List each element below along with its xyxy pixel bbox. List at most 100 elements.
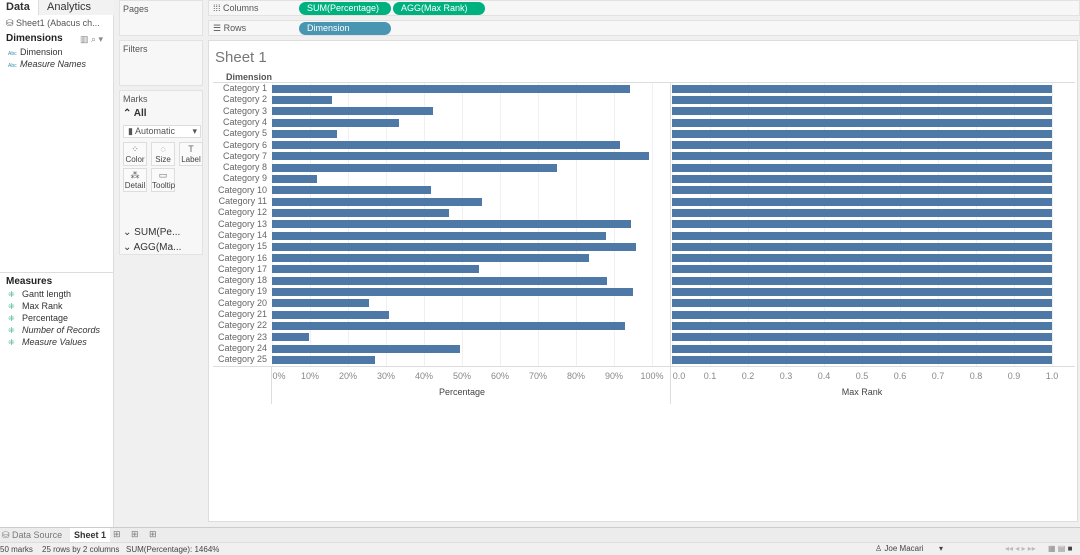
measure-field[interactable]: ⁜ Gantt length: [8, 289, 71, 299]
bar-percentage[interactable]: [272, 242, 637, 251]
bar-max-rank[interactable]: [672, 265, 1052, 274]
axis-tick-label: 20%: [338, 370, 358, 381]
field-label: Max Rank: [22, 301, 63, 311]
measure-field[interactable]: ⁜ Max Rank: [8, 301, 63, 311]
bar-percentage[interactable]: [272, 220, 632, 229]
bar-percentage[interactable]: [272, 344, 461, 353]
mark-type-select[interactable]: ▮ Automatic ▾: [123, 125, 201, 138]
bar-max-rank[interactable]: [672, 310, 1052, 319]
marks-detail-button[interactable]: ⁂ Detail: [123, 168, 147, 192]
dimension-field[interactable]: Abc Measure Names: [8, 59, 86, 69]
pill-sum-percentage[interactable]: SUM(Percentage): [299, 2, 391, 15]
pages-card[interactable]: Pages: [119, 0, 203, 36]
dimensions-heading: Dimensions: [6, 33, 63, 44]
pill-agg-max-rank[interactable]: AGG(Max Rank): [393, 2, 485, 15]
tab-data-source[interactable]: ⛁ Data Source: [2, 530, 63, 540]
bar-max-rank[interactable]: [672, 231, 1052, 240]
bar-percentage[interactable]: [272, 299, 370, 308]
dimensions-tools-icon[interactable]: ▥ ⌕ ▾: [80, 34, 104, 44]
bar-percentage[interactable]: [272, 333, 309, 342]
bar-max-rank[interactable]: [672, 333, 1052, 342]
axis-rule: [213, 365, 1075, 367]
status-marks: 50 marks: [0, 545, 33, 554]
bar-max-rank[interactable]: [672, 118, 1052, 127]
bar-max-rank[interactable]: [672, 152, 1052, 161]
bar-percentage[interactable]: [272, 152, 650, 161]
bar-percentage[interactable]: [272, 265, 480, 274]
datasource-item[interactable]: ⛁ Sheet1 (Abacus ch...: [6, 18, 100, 28]
tab-analytics[interactable]: Analytics: [38, 0, 114, 15]
pill-dimension[interactable]: Dimension: [299, 22, 391, 35]
tab-data[interactable]: Data: [6, 1, 30, 13]
bar-max-rank[interactable]: [672, 197, 1052, 206]
bar-percentage[interactable]: [272, 254, 589, 263]
bar-max-rank[interactable]: [672, 141, 1052, 150]
marks-label-button[interactable]: T Label: [179, 142, 203, 166]
view-toggle-icons[interactable]: ▦ ▤ ■: [1048, 544, 1073, 553]
bar-percentage[interactable]: [272, 141, 621, 150]
bar-percentage[interactable]: [272, 129, 337, 138]
tab-sheet-1[interactable]: Sheet 1: [70, 528, 111, 542]
bar-max-rank[interactable]: [672, 254, 1052, 263]
bar-max-rank[interactable]: [672, 276, 1052, 285]
user-menu[interactable]: ♙ Joe Macari ▾: [875, 544, 943, 553]
bar-max-rank[interactable]: [672, 175, 1052, 183]
bar-max-rank[interactable]: [672, 163, 1052, 172]
new-story-icon[interactable]: ⊞: [149, 529, 157, 539]
marks-all[interactable]: ⌃ All: [123, 108, 147, 119]
bar-percentage[interactable]: [272, 310, 389, 319]
bar-percentage[interactable]: [272, 175, 317, 183]
bar-max-rank[interactable]: [672, 107, 1052, 116]
columns-shelf[interactable]: ⁞⁞⁞ Columns SUM(Percentage) AGG(Max Rank…: [208, 0, 1080, 16]
dimension-field[interactable]: Abc Dimension: [8, 47, 63, 57]
bar-percentage[interactable]: [272, 163, 558, 172]
marks-agg-max-rank[interactable]: ⌄ AGG(Ma...: [123, 242, 182, 253]
bar-percentage[interactable]: [272, 321, 626, 330]
bar-percentage[interactable]: [272, 208, 449, 217]
bar-max-rank[interactable]: [672, 242, 1052, 251]
marks-tooltip-button[interactable]: ▭ Tooltip: [151, 168, 175, 192]
axis-tick-label: 0.3: [779, 370, 793, 381]
measure-icon: ⁜: [8, 302, 15, 311]
bar-percentage[interactable]: [272, 107, 433, 116]
axis-title: Percentage: [438, 386, 486, 397]
bar-percentage[interactable]: [272, 276, 608, 285]
bar-max-rank[interactable]: [672, 288, 1052, 296]
bar-max-rank[interactable]: [672, 186, 1052, 195]
bar-percentage[interactable]: [272, 118, 399, 127]
marks-color-button[interactable]: ⁘ Color: [123, 142, 147, 166]
bar-max-rank[interactable]: [672, 299, 1052, 308]
page-nav-icons[interactable]: ◂◂ ◂ ▸ ▸▸: [1005, 544, 1036, 553]
axis-tick-label: 80%: [566, 370, 586, 381]
marks-sum-percentage[interactable]: ⌄ SUM(Pe...: [123, 227, 181, 238]
axis-tick-label: 1.0: [1045, 370, 1059, 381]
bar-percentage[interactable]: [272, 197, 483, 206]
measure-icon: ⁜: [8, 326, 15, 335]
bar-percentage[interactable]: [272, 355, 376, 364]
bar-max-rank[interactable]: [672, 129, 1052, 138]
marks-size-button[interactable]: ◌ Size: [151, 142, 175, 166]
bar-max-rank[interactable]: [672, 344, 1052, 353]
detail-label: Detail: [124, 181, 146, 190]
measure-field[interactable]: ⁜ Number of Records: [8, 325, 100, 335]
bar-percentage[interactable]: [272, 288, 634, 296]
header-rule: [213, 82, 1075, 83]
sheet-title: Sheet 1: [215, 49, 267, 66]
new-dashboard-icon[interactable]: ⊞: [131, 529, 139, 539]
bar-percentage[interactable]: [272, 231, 607, 240]
bar-max-rank[interactable]: [672, 321, 1052, 330]
bar-max-rank[interactable]: [672, 84, 1052, 93]
bar-max-rank[interactable]: [672, 220, 1052, 229]
bar-percentage[interactable]: [272, 186, 431, 195]
measure-field[interactable]: ⁜ Measure Values: [8, 337, 87, 347]
rows-shelf[interactable]: ☰ Rows Dimension: [208, 20, 1080, 36]
new-worksheet-icon[interactable]: ⊞: [113, 529, 121, 539]
bar-max-rank[interactable]: [672, 355, 1052, 364]
axis-tick-label: 10%: [300, 370, 320, 381]
bar-percentage[interactable]: [272, 95, 332, 104]
bar-max-rank[interactable]: [672, 95, 1052, 104]
bar-max-rank[interactable]: [672, 208, 1052, 217]
measure-field[interactable]: ⁜ Percentage: [8, 313, 68, 323]
filters-card[interactable]: Filters: [119, 40, 203, 86]
bar-percentage[interactable]: [272, 84, 630, 93]
